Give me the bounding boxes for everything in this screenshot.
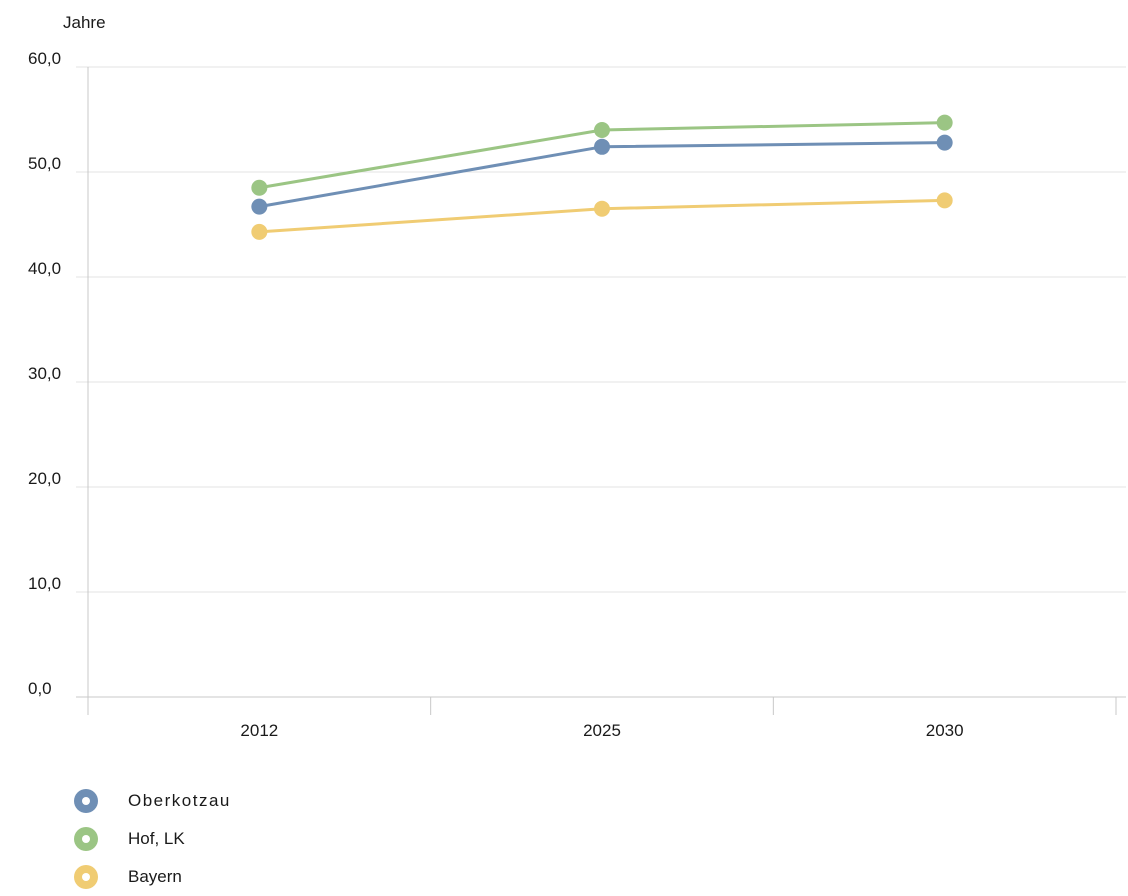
y-tick-label: 30,0 [28,364,61,383]
legend-item[interactable]: Hof, LK [74,820,231,858]
legend-swatch [74,865,98,889]
y-tick-labels: 0,0 10,0 20,0 30,0 40,0 50,0 60,0 [28,49,61,698]
y-tick-label: 10,0 [28,574,61,593]
legend-label: Bayern [128,867,182,886]
legend-label: Oberkotzau [128,791,231,810]
grid [76,66,1126,698]
x-tick-labels: 2012 2025 2030 [240,721,963,740]
data-point[interactable] [594,138,610,155]
y-tick-label: 50,0 [28,154,61,173]
series-group [251,114,953,240]
data-point[interactable] [936,134,953,151]
y-tick-label: 0,0 [28,679,52,698]
legend-swatch [74,827,98,851]
data-point[interactable] [594,122,610,138]
y-tick-label: 20,0 [28,469,61,488]
legend-label: Hof, LK [128,829,185,848]
data-point[interactable] [251,223,268,240]
legend: Oberkotzau Hof, LK Bayern [74,782,231,896]
y-axis-unit-label: Jahre [63,13,106,32]
data-point[interactable] [936,114,953,131]
x-tick-label: 2025 [583,721,621,740]
series-bayern [251,192,953,240]
legend-item[interactable]: Oberkotzau [74,782,231,820]
data-point[interactable] [251,198,268,215]
legend-swatch [74,789,98,813]
series-hof-lk [251,114,953,196]
series-oberkotzau [251,134,953,215]
data-point[interactable] [251,179,268,196]
axes [87,67,1117,715]
y-tick-label: 40,0 [28,259,61,278]
x-tick-label: 2012 [240,721,278,740]
x-tick-label: 2030 [926,721,964,740]
y-tick-label: 60,0 [28,49,61,68]
data-point[interactable] [936,192,953,209]
line-chart: Jahre 0,010,020,030,040,050,060,0 2012 20… [28,13,1126,740]
data-point[interactable] [594,200,610,217]
legend-item[interactable]: Bayern [74,858,231,896]
